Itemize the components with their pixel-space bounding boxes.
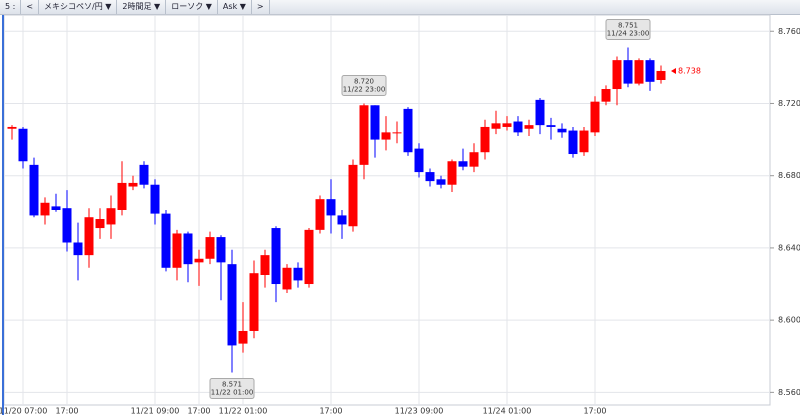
annotation-value: 8.720 (354, 77, 374, 85)
last-price-arrow (671, 67, 676, 74)
candle-body (249, 273, 259, 331)
candle-body (293, 267, 303, 281)
candle-body (304, 229, 314, 285)
candle-body (150, 184, 160, 214)
candle-body (260, 255, 270, 275)
candle-body (601, 89, 611, 102)
candle-body (128, 182, 138, 187)
candle-body (590, 101, 600, 133)
annotation-box (341, 74, 387, 96)
candle-body (579, 130, 589, 153)
annotation-time: 11/24 23:00 (607, 30, 650, 38)
candle-body (7, 126, 17, 129)
candle-body (29, 164, 39, 216)
candle-body (403, 108, 413, 153)
candle-body (359, 105, 369, 165)
y-tick-label: 8.760 (778, 27, 800, 36)
candle-body (370, 105, 380, 140)
candle-body (469, 152, 479, 167)
candle-body (172, 233, 182, 268)
candle-body (392, 132, 402, 134)
candle-body (337, 215, 347, 225)
candle-body (238, 330, 248, 344)
candle-body (425, 172, 435, 182)
candle-body (645, 60, 655, 82)
toolbar-button[interactable]: > (252, 0, 270, 14)
candle-body (348, 164, 358, 227)
candle-body (480, 126, 490, 153)
x-tick-label: 17:00 (319, 407, 342, 415)
y-tick-label: 8.720 (778, 99, 800, 108)
toolbar-button[interactable]: Ask ▼ (218, 0, 252, 14)
x-tick-label: 11/20 07:00 (0, 407, 47, 415)
candle-body (458, 161, 468, 167)
candle-body (491, 123, 501, 129)
annotation-time: 11/22 23:00 (343, 85, 386, 93)
candle-body (161, 213, 171, 268)
candle-body (282, 267, 292, 290)
candle-body (546, 125, 556, 127)
candle-body (535, 99, 545, 126)
annotation-value: 8.571 (222, 381, 242, 389)
y-tick-label: 8.560 (778, 388, 800, 397)
candle-body (513, 121, 523, 133)
candle-body (106, 208, 116, 225)
candle-body (194, 258, 204, 263)
x-tick-label: 17:00 (55, 407, 78, 415)
candle-body (139, 164, 149, 185)
candle-body (95, 219, 105, 229)
candle-body (117, 182, 127, 210)
toolbar-button[interactable]: 2時間足 ▼ (117, 0, 167, 14)
toolbar-button[interactable]: < (21, 0, 40, 14)
y-tick-label: 8.600 (778, 316, 800, 325)
candle-body (568, 130, 578, 155)
x-tick-label: 17:00 (583, 407, 606, 415)
annotation-time: 11/22 01:00 (211, 389, 254, 397)
x-tick-label: 11/21 09:00 (131, 407, 180, 415)
candle-body (51, 206, 61, 210)
candle-body (612, 60, 622, 90)
candle-body (315, 199, 325, 230)
last-price-label: 8.738 (678, 66, 701, 75)
candle-body (183, 233, 193, 265)
candle-body (271, 228, 281, 285)
candle-body (227, 264, 237, 346)
x-tick-label: 11/23 09:00 (395, 407, 444, 415)
y-tick-label: 8.640 (778, 243, 800, 252)
candle-body (62, 208, 72, 243)
annotation-value: 8.751 (618, 22, 638, 30)
x-tick-label: 11/24 01:00 (483, 407, 532, 415)
toolbar-button[interactable]: メキシコペソ/円 ▼ (39, 0, 118, 14)
candle-body (84, 217, 94, 256)
toolbar-button[interactable]: 5 : (0, 0, 22, 14)
candle-body (656, 70, 666, 80)
candle-body (381, 132, 391, 140)
candle-body (436, 179, 446, 185)
candle-body (414, 148, 424, 173)
candle-body (18, 128, 28, 162)
x-tick-label: 11/22 01:00 (219, 407, 268, 415)
candle-body (502, 123, 512, 127)
candle-body (205, 237, 215, 259)
candle-body (524, 125, 534, 129)
candle-body (634, 60, 644, 84)
candle-body (216, 237, 226, 263)
candle-body (40, 202, 50, 216)
candle-body (447, 161, 457, 185)
candle-body (557, 128, 567, 133)
annotation-box (605, 19, 651, 40)
candle-body (326, 199, 336, 216)
candle-body (623, 60, 633, 84)
candle-body (73, 242, 83, 256)
y-tick-label: 8.680 (778, 171, 800, 180)
toolbar-button[interactable]: ローソク ▼ (166, 0, 218, 14)
x-tick-label: 17:00 (187, 407, 210, 415)
annotation-box (209, 378, 255, 399)
